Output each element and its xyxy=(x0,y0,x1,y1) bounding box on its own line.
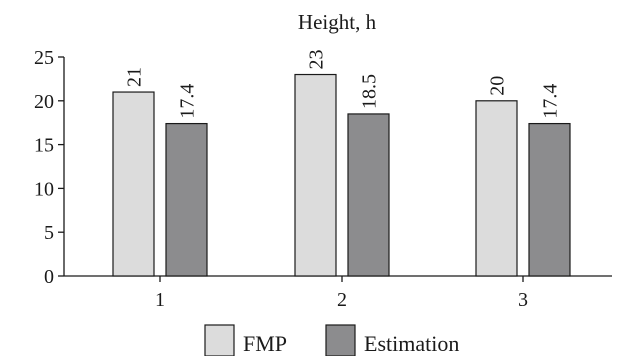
bar-estimation-3 xyxy=(528,122,571,277)
bar-fmp-3 xyxy=(475,100,518,277)
data-label: 18.5 xyxy=(359,74,381,109)
data-label: 23 xyxy=(306,50,328,70)
legend-swatch-estimation xyxy=(325,324,356,357)
data-label: 20 xyxy=(487,76,509,96)
x-tick-label: 3 xyxy=(518,289,528,311)
legend-swatch-fmp xyxy=(204,324,235,357)
bar-estimation-2 xyxy=(347,113,390,277)
legend-label-fmp: FMP xyxy=(243,331,287,356)
bars: 21 17.4 23 18.5 20 17.4 xyxy=(112,50,571,277)
bar-fmp-1 xyxy=(112,91,155,277)
chart-title: Height, h xyxy=(298,10,377,34)
bar-fmp-2 xyxy=(294,73,337,277)
legend-label-estimation: Estimation xyxy=(364,331,459,356)
y-tick-label: 15 xyxy=(34,135,54,157)
y-tick-label: 5 xyxy=(44,222,54,244)
legend: FMP Estimation xyxy=(204,324,459,357)
y-tick-label: 25 xyxy=(34,47,54,69)
y-tick-label: 20 xyxy=(34,91,54,113)
y-tick-label: 10 xyxy=(34,178,54,200)
x-tick-label: 1 xyxy=(155,289,165,311)
y-tick-label: 0 xyxy=(44,266,54,288)
data-label: 17.4 xyxy=(540,84,562,119)
x-tick-label: 2 xyxy=(337,289,347,311)
data-label: 21 xyxy=(124,67,146,87)
bar-estimation-1 xyxy=(165,122,208,277)
data-label: 17.4 xyxy=(177,84,199,119)
